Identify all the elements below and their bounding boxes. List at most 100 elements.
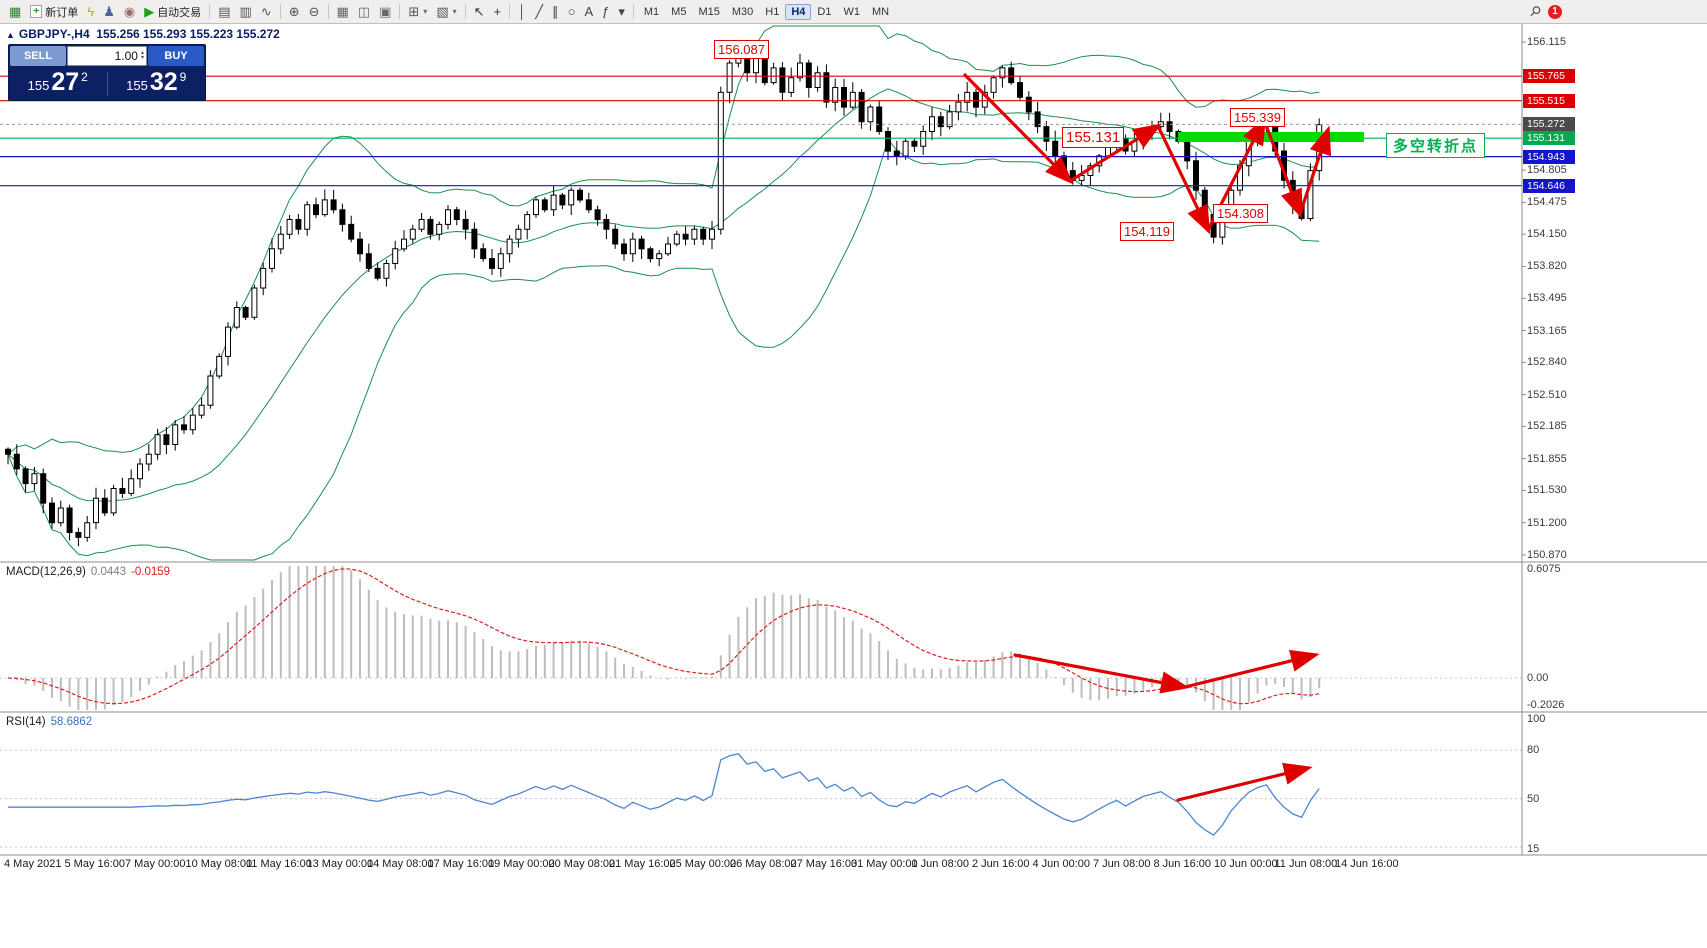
cursor-icon[interactable]: ↖ <box>470 2 489 22</box>
price-callout[interactable]: 155.339 <box>1230 108 1285 127</box>
trend-arrow <box>1068 123 1163 183</box>
horizontal-price-lines[interactable] <box>0 75 1522 187</box>
timeframe-m30[interactable]: M30 <box>731 5 754 18</box>
date-axis-label: 14 Jun 16:00 <box>1335 858 1399 870</box>
market-icon: ϟ <box>87 3 95 19</box>
toolbar-separator <box>509 4 511 19</box>
rsi-indicator-label: RSI(14) 58.6862 <box>6 716 92 728</box>
price-scale-label: 154.150 <box>1527 228 1567 241</box>
pivot-note-label[interactable]: 多空转折点 <box>1386 133 1486 158</box>
ask-price: 155 32 9 <box>108 67 206 98</box>
price-callout[interactable]: 154.308 <box>1213 204 1268 223</box>
zoom-out-icon[interactable]: ⊖ <box>305 2 324 22</box>
bollinger-bands <box>7 25 1320 561</box>
timeframe-h4[interactable]: H4 <box>785 3 812 20</box>
shapes-icon[interactable]: ○ <box>564 2 580 22</box>
price-scale-label: 153.820 <box>1527 260 1567 273</box>
objects-more-button[interactable]: ▾ <box>614 2 629 22</box>
trendline-icon[interactable]: ╱ <box>531 2 547 22</box>
equidistant-channel-icon: ∥ <box>552 3 559 19</box>
timeframe-m15[interactable]: M15 <box>698 5 720 18</box>
line-chart-icon[interactable]: ∿ <box>257 2 276 22</box>
price-scale-label: 150.870 <box>1527 548 1567 561</box>
chart-profiles-icon: ▧ <box>436 3 449 19</box>
price-callout[interactable]: 154.119 <box>1120 222 1175 241</box>
ask-point: 9 <box>179 69 187 84</box>
price-scale-label: 154.805 <box>1527 164 1567 177</box>
bid-head: 155 <box>27 77 50 93</box>
timeframe-w1[interactable]: W1 <box>843 5 860 18</box>
volume-stepper[interactable]: ▴ ▾ <box>140 50 144 61</box>
date-axis-label: 21 May 16:00 <box>609 858 676 870</box>
new-chart-button[interactable]: ⊞ ▾ <box>404 2 431 22</box>
candlestick-chart-icon[interactable]: ▥ <box>235 2 255 22</box>
volume-down-icon[interactable]: ▾ <box>140 55 144 61</box>
timeframe-m5[interactable]: M5 <box>671 5 687 18</box>
tile-windows-icon[interactable]: ▦ <box>333 2 353 22</box>
trend-arrow-annotations[interactable] <box>963 73 1364 802</box>
date-axis-label: 4 Jun 00:00 <box>1032 858 1091 870</box>
notification-badge[interactable]: 1 <box>1548 4 1562 19</box>
toolbar-separator <box>327 4 329 19</box>
vertical-line-icon[interactable]: │ <box>514 2 530 22</box>
rsi-scale-label: 100 <box>1527 713 1546 725</box>
timeframe-h1[interactable]: H1 <box>765 5 780 18</box>
volume-input[interactable]: 1.00 ▴ ▾ <box>67 46 147 66</box>
algo-trading-label: 自动交易 <box>157 6 202 19</box>
new-order-button[interactable]: + 新订单 <box>26 2 82 22</box>
date-axis-label: 26 May 08:00 <box>730 858 797 870</box>
market-icon[interactable]: ϟ <box>83 2 98 22</box>
toolbar-separator <box>632 4 634 19</box>
chart-profiles-button[interactable]: ▧ ▾ <box>432 2 460 22</box>
bollinger-lower-line <box>7 138 1320 561</box>
one-click-trading-panel: SELL 1.00 ▴ ▾ BUY 155 27 2 155 32 9 <box>8 44 206 101</box>
trend-arrow <box>1298 125 1332 216</box>
price-callout[interactable]: 156.087 <box>714 40 769 59</box>
timeframe-m1[interactable]: M1 <box>643 5 660 18</box>
arrange-windows-icon: ▣ <box>379 3 392 19</box>
zoom-in-icon[interactable]: ⊕ <box>285 2 304 22</box>
toolbar-right: ⚲ 1 <box>1526 2 1562 20</box>
timeframe-mn[interactable]: MN <box>871 5 890 18</box>
text-label-icon[interactable]: A <box>580 2 597 22</box>
accounts-icon[interactable]: ♟ <box>99 2 119 22</box>
price-scale-label: 151.855 <box>1527 452 1567 465</box>
collapse-panel-icon[interactable]: ▲ <box>6 30 15 40</box>
equidistant-channel-icon[interactable]: ∥ <box>548 2 563 22</box>
price-scale-label: 153.495 <box>1527 292 1567 305</box>
price-scale-label: 154.475 <box>1527 196 1567 209</box>
bar-chart-icon[interactable]: ▤ <box>214 2 234 22</box>
cascade-windows-icon[interactable]: ◫ <box>354 2 374 22</box>
date-axis-label: 4 May 2021 <box>4 858 62 870</box>
indicators-icon[interactable]: ƒ <box>598 2 613 22</box>
algo-trading-button[interactable]: ▶ 自动交易 <box>140 2 205 22</box>
arrange-windows-icon[interactable]: ▣ <box>375 2 395 22</box>
bid-price: 155 27 2 <box>9 69 107 98</box>
timeframe-d1[interactable]: D1 <box>817 5 832 18</box>
price-tag-pivot-line: 155.131 <box>1523 131 1575 146</box>
macd-scale-label: 0.00 <box>1527 672 1549 684</box>
rsi-series <box>8 753 1320 837</box>
support-icon[interactable]: ◉ <box>120 2 139 22</box>
price-callout[interactable]: 155.131 <box>1062 127 1125 148</box>
tile-windows-icon: ▦ <box>336 3 349 19</box>
ohlc-values: 155.256 155.293 155.223 155.272 <box>96 27 280 41</box>
crosshair-icon[interactable]: + <box>490 2 506 22</box>
bollinger-middle-line <box>7 88 1320 503</box>
volume-value: 1.00 <box>114 49 138 63</box>
date-axis-label: 20 May 08:00 <box>548 858 616 870</box>
price-tag-resistance-line-1: 155.765 <box>1523 69 1575 84</box>
search-icon[interactable]: ⚲ <box>1525 1 1545 21</box>
ask-pips: 32 <box>149 67 178 96</box>
price-tag-support-line-1: 154.943 <box>1523 149 1575 164</box>
date-axis-label: 17 May 16:00 <box>427 858 495 870</box>
date-axis-label: 13 May 00:00 <box>306 858 374 870</box>
date-axis-label: 27 May 16:00 <box>790 858 858 870</box>
volume-up-icon[interactable]: ▴ <box>140 50 144 56</box>
rsi-scale-label: 15 <box>1527 843 1540 855</box>
charts-icon[interactable]: ▦ <box>5 2 25 22</box>
buy-button[interactable]: BUY <box>148 46 204 66</box>
sell-button[interactable]: SELL <box>10 46 66 66</box>
